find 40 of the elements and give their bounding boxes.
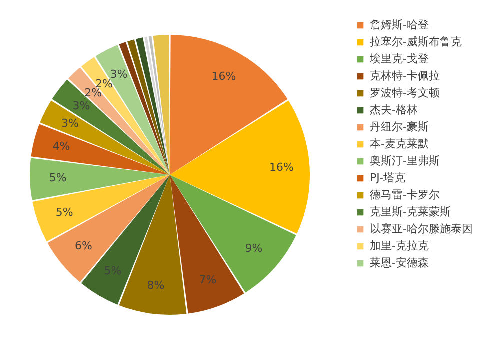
data-label: 5%: [56, 206, 74, 219]
legend-label: 克里斯-克莱蒙斯: [370, 206, 451, 218]
pie-slice: [128, 40, 170, 175]
data-label: 4%: [52, 140, 70, 154]
legend-label: 埃里克-戈登: [369, 52, 429, 66]
pie-slice: [136, 38, 170, 175]
data-label: 6%: [74, 239, 92, 252]
legend-label: 杰夫-格林: [370, 104, 418, 116]
legend-label: 丹纽尔-豪斯: [370, 120, 429, 134]
data-label: 3%: [110, 68, 128, 82]
legend-label: 詹姆斯-哈登: [370, 18, 429, 32]
data-label: 3%: [72, 99, 90, 112]
data-label: 9%: [245, 242, 263, 256]
data-label: 16%: [212, 70, 236, 83]
pie-slice: [32, 175, 170, 242]
pie-slice: [52, 80, 170, 175]
pie-slice: [170, 100, 310, 234]
pie-slice: [30, 158, 170, 200]
pie-slice: [153, 35, 170, 175]
legend-label: PJ-塔克: [370, 172, 406, 184]
legend-label: 奥斯汀-里弗斯: [370, 154, 440, 168]
legend-label: 德马雷-卡罗尔: [370, 188, 440, 202]
data-label: 16%: [270, 160, 294, 174]
legend-label: 以赛亚-哈尔滕施泰因: [370, 222, 473, 236]
pie-slice: [119, 175, 187, 315]
legend-label: 本-麦克莱默: [370, 138, 429, 150]
data-label: 7%: [199, 273, 217, 286]
pie-slice: [170, 175, 244, 314]
data-label: 3%: [61, 117, 79, 130]
legend-label: 罗波特-考文顿: [370, 86, 440, 100]
legend-label: 拉塞尔-威斯布鲁克: [370, 36, 462, 48]
pie-slice: [170, 175, 296, 293]
legend-label: 莱恩-安德森: [370, 256, 429, 270]
data-label: 2%: [84, 86, 102, 100]
pie-slice: [48, 175, 170, 282]
data-label: 8%: [147, 279, 165, 292]
legend-label: 克林特-卡佩拉: [370, 70, 440, 82]
data-label: 5%: [49, 172, 67, 185]
legend-label: 加里-克拉克: [370, 240, 429, 252]
pie-slice: [40, 100, 170, 175]
